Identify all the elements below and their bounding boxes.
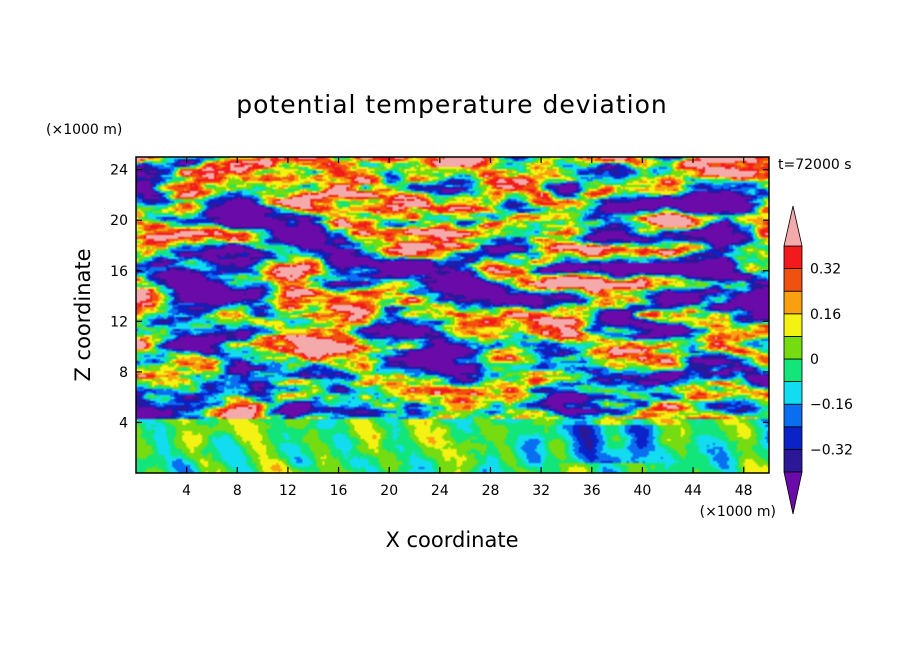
colorbar-label: 0.32 [810, 262, 841, 278]
y-axis: 4 8 12 16 20 24 [110, 163, 769, 431]
x-axis-label: X coordinate [385, 528, 518, 552]
colorbar-upper-extension [783, 205, 803, 247]
x-tick-label: 40 [633, 483, 651, 499]
x-tick-label: 8 [233, 483, 242, 499]
colorbar-band [783, 426, 803, 450]
x-tick-label: 4 [182, 483, 191, 499]
colorbar-band [783, 403, 803, 428]
y-tick-label: 8 [119, 365, 128, 381]
colorbar-label: 0.16 [810, 307, 841, 323]
colorbar-band [783, 290, 803, 315]
y-axis-label: Z coordinate [71, 248, 95, 381]
y-tick-label: 24 [110, 163, 128, 179]
chart-title: potential temperature deviation [236, 90, 667, 119]
plot-frame [135, 156, 770, 474]
y-tick-label: 20 [110, 213, 128, 229]
x-tick-label: 12 [279, 483, 297, 499]
x-tick-label: 20 [380, 483, 398, 499]
plot-area [135, 156, 770, 474]
x-tick-label: 24 [431, 483, 449, 499]
y-tick-label: 12 [110, 314, 128, 330]
x-tick-label: 44 [684, 483, 702, 499]
x-tick-label: 32 [532, 483, 550, 499]
colorbar-band [783, 245, 803, 270]
colorbar-band [783, 268, 803, 292]
heatmap-field [136, 157, 769, 473]
colorbar: 0.32 0.16 0 −0.16 −0.32 [783, 205, 853, 515]
colorbar-label: −0.16 [810, 397, 853, 413]
y-tick-label: 16 [110, 264, 128, 280]
x-tick-label: 28 [482, 483, 500, 499]
colorbar-label: 0 [810, 352, 819, 368]
colorbar-band [783, 313, 803, 337]
y-tick-label: 4 [119, 415, 128, 431]
colorbar-lower-extension [783, 471, 803, 515]
time-label: t=72000 s [778, 157, 852, 173]
x-tick-label: 16 [330, 483, 348, 499]
colorbar-band [783, 358, 803, 383]
colorbar-label: −0.32 [810, 442, 853, 458]
x-axis: 4 8 12 16 20 24 28 32 36 40 44 48 [182, 157, 753, 499]
x-tick-label: 36 [583, 483, 601, 499]
y-unit-label: (×1000 m) [46, 122, 122, 138]
colorbar-band [783, 381, 803, 405]
colorbar-band [783, 335, 803, 360]
x-tick-label: 48 [735, 483, 753, 499]
colorbar-band [783, 448, 803, 473]
x-unit-label: (×1000 m) [700, 504, 776, 520]
